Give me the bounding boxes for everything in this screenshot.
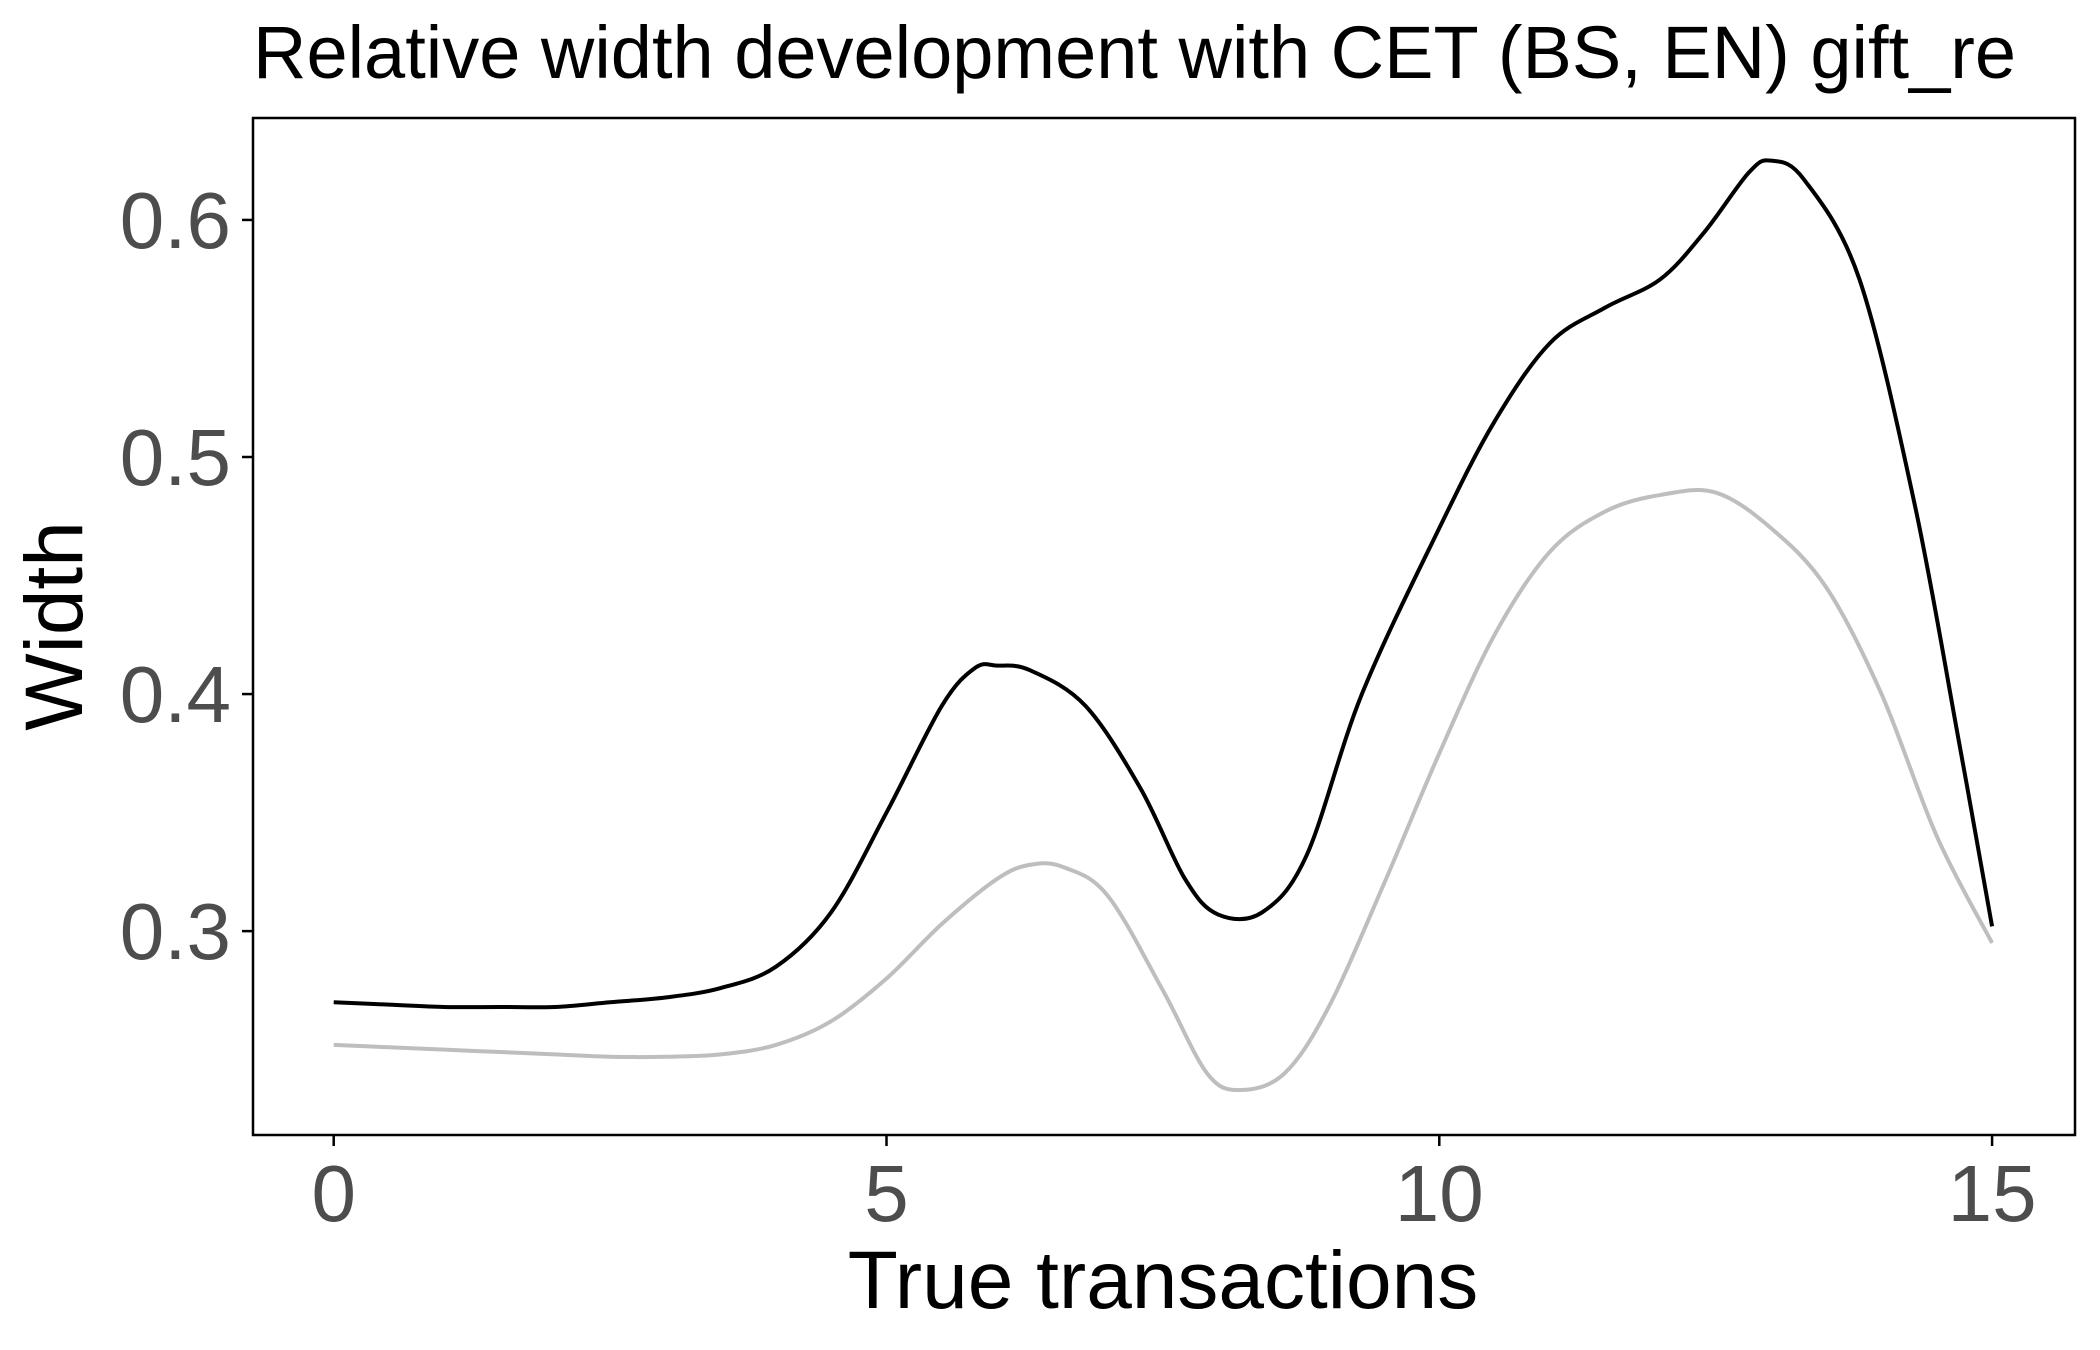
y-axis-title: Width <box>9 521 100 731</box>
x-axis-title: True transactions <box>848 1235 1478 1326</box>
chart-title: Relative width development with CET (BS,… <box>253 11 2016 94</box>
y-tick-label: 0.6 <box>120 176 231 265</box>
y-tick-label: 0.4 <box>120 650 231 739</box>
x-tick-label: 5 <box>864 1149 909 1238</box>
x-tick-label: 15 <box>1948 1149 2037 1238</box>
x-tick-label: 0 <box>311 1149 356 1238</box>
x-tick-label: 10 <box>1395 1149 1484 1238</box>
y-tick-label: 0.5 <box>120 413 231 502</box>
y-tick-label: 0.3 <box>120 887 231 976</box>
